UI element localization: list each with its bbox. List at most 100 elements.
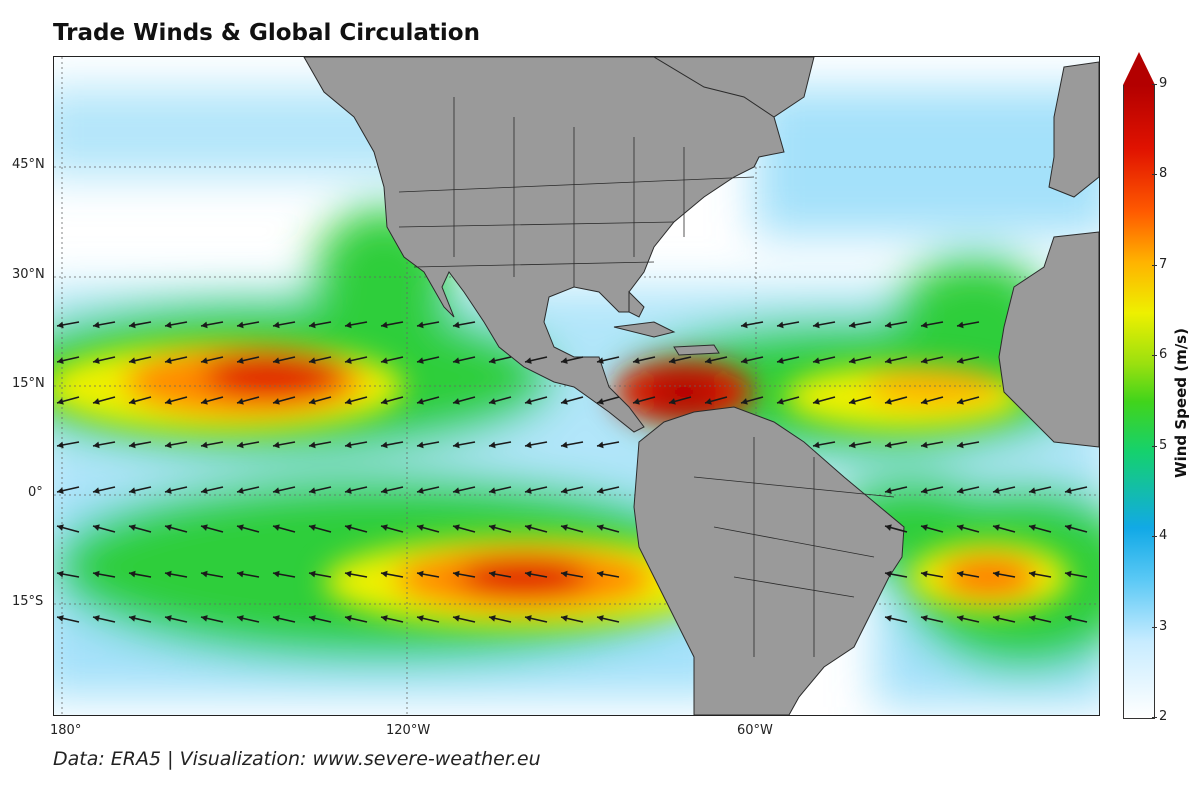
wind-arrow-head	[561, 487, 568, 494]
wind-arrow-head	[57, 357, 64, 364]
wind-arrow-head	[309, 487, 316, 494]
wind-arrow-head	[309, 615, 316, 622]
wind-arrow-head	[345, 398, 352, 405]
wind-arrow-head	[453, 357, 460, 364]
wind-arrow-head	[597, 357, 604, 364]
wind-arrow-head	[345, 357, 352, 364]
wind-arrow-head	[165, 524, 172, 531]
wind-arrow-head	[201, 321, 208, 329]
wind-arrow-head	[489, 487, 496, 494]
wind-arrow-head	[489, 398, 496, 405]
lat-label-eq: 0°	[28, 485, 43, 500]
wind-arrow-head	[165, 357, 172, 364]
wind-arrow-head	[993, 570, 1000, 578]
wind-arrow-head	[417, 321, 424, 329]
wind-arrow-head	[813, 398, 820, 405]
wind-arrow-head	[237, 524, 244, 531]
wind-arrow-head	[417, 357, 424, 364]
wind-arrow-head	[273, 321, 280, 329]
wind-vectors	[56, 321, 1088, 623]
wind-arrow-head	[201, 357, 208, 364]
wind-arrow-head	[1065, 615, 1072, 622]
lat-label-30n: 30°N	[12, 267, 45, 282]
wind-arrow-head	[57, 398, 64, 405]
wind-arrow-head	[525, 441, 532, 449]
wind-arrow-head	[705, 357, 712, 364]
wind-arrow-head	[237, 357, 244, 364]
north-america-landmass	[303, 57, 785, 433]
wind-arrow-head	[57, 487, 64, 494]
colorbar-tick-6: 6	[1151, 347, 1168, 362]
wind-arrow-head	[309, 524, 316, 531]
wind-arrow-head	[597, 570, 604, 578]
wind-arrow-head	[57, 615, 64, 622]
wind-arrow-head	[921, 487, 928, 494]
wind-arrow-head	[129, 357, 136, 364]
wind-arrow-head	[165, 398, 172, 405]
wind-arrow-head	[489, 524, 496, 531]
lat-label-15n: 15°N	[12, 376, 45, 391]
wind-arrow-head	[453, 524, 460, 531]
wind-arrow-head	[813, 357, 820, 364]
wind-arrow-head	[525, 398, 532, 405]
wind-arrow-head	[525, 615, 532, 622]
wind-arrow-head	[345, 487, 352, 494]
wind-arrow-head	[1029, 615, 1036, 622]
wind-arrow-head	[417, 570, 424, 578]
wind-arrow-head	[93, 615, 100, 622]
wind-arrow-head	[957, 487, 964, 494]
wind-arrow-head	[921, 441, 928, 449]
wind-arrow-head	[561, 615, 568, 622]
wind-arrow-head	[273, 615, 280, 622]
wind-arrow-head	[129, 441, 136, 449]
lat-label-45n: 45°N	[12, 157, 45, 172]
wind-arrow-head	[669, 357, 676, 364]
wind-arrow-head	[309, 398, 316, 405]
wind-arrow-head	[237, 570, 244, 578]
wind-arrow-head	[525, 487, 532, 494]
wind-arrow-head	[921, 524, 928, 531]
wind-arrow-head	[453, 615, 460, 622]
wind-speed-field	[54, 87, 1099, 707]
wind-arrow-head	[849, 441, 856, 449]
wind-arrow-head	[273, 441, 280, 449]
wind-arrow-head	[345, 524, 352, 531]
wind-arrow-head	[201, 524, 208, 531]
wind-arrow-head	[1065, 487, 1072, 494]
wind-arrow-head	[885, 570, 892, 578]
colorbar-tick-4: 4	[1151, 528, 1168, 543]
wind-arrow-head	[885, 524, 892, 531]
wind-arrow-head	[1029, 487, 1036, 494]
wind-arrow-head	[489, 570, 496, 578]
wind-arrow-head	[237, 487, 244, 494]
wind-arrow-head	[417, 615, 424, 622]
wind-arrow-head	[93, 524, 100, 531]
wind-arrow-head	[885, 321, 892, 329]
wind-arrow-head	[489, 441, 496, 449]
wind-arrow-head	[93, 321, 100, 329]
europe-landmass	[1048, 61, 1099, 198]
wind-map[interactable]	[53, 56, 1100, 716]
wind-arrow-head	[777, 357, 784, 364]
wind-arrow-head	[273, 487, 280, 494]
graticule	[54, 57, 1099, 715]
wind-arrow-head	[957, 524, 964, 531]
wind-arrow-head	[417, 441, 424, 449]
wind-arrow-head	[57, 441, 64, 449]
wind-arrow-head	[309, 321, 316, 329]
wind-arrow-head	[201, 398, 208, 405]
wind-arrow-head	[93, 570, 100, 578]
wind-arrow-head	[273, 524, 280, 531]
wind-arrow-head	[669, 398, 676, 405]
wind-arrow-head	[849, 398, 856, 405]
wind-arrow-head	[273, 398, 280, 405]
wind-arrow-head	[525, 357, 532, 364]
wind-arrow-head	[165, 441, 172, 449]
africa-landmass	[998, 231, 1099, 448]
wind-arrow-head	[885, 487, 892, 494]
wind-arrow-head	[561, 441, 568, 449]
colorbar-tick-5: 5	[1151, 438, 1168, 453]
wind-arrow-head	[93, 357, 100, 364]
wind-arrow-head	[165, 321, 172, 329]
wind-arrow-head	[381, 524, 388, 531]
